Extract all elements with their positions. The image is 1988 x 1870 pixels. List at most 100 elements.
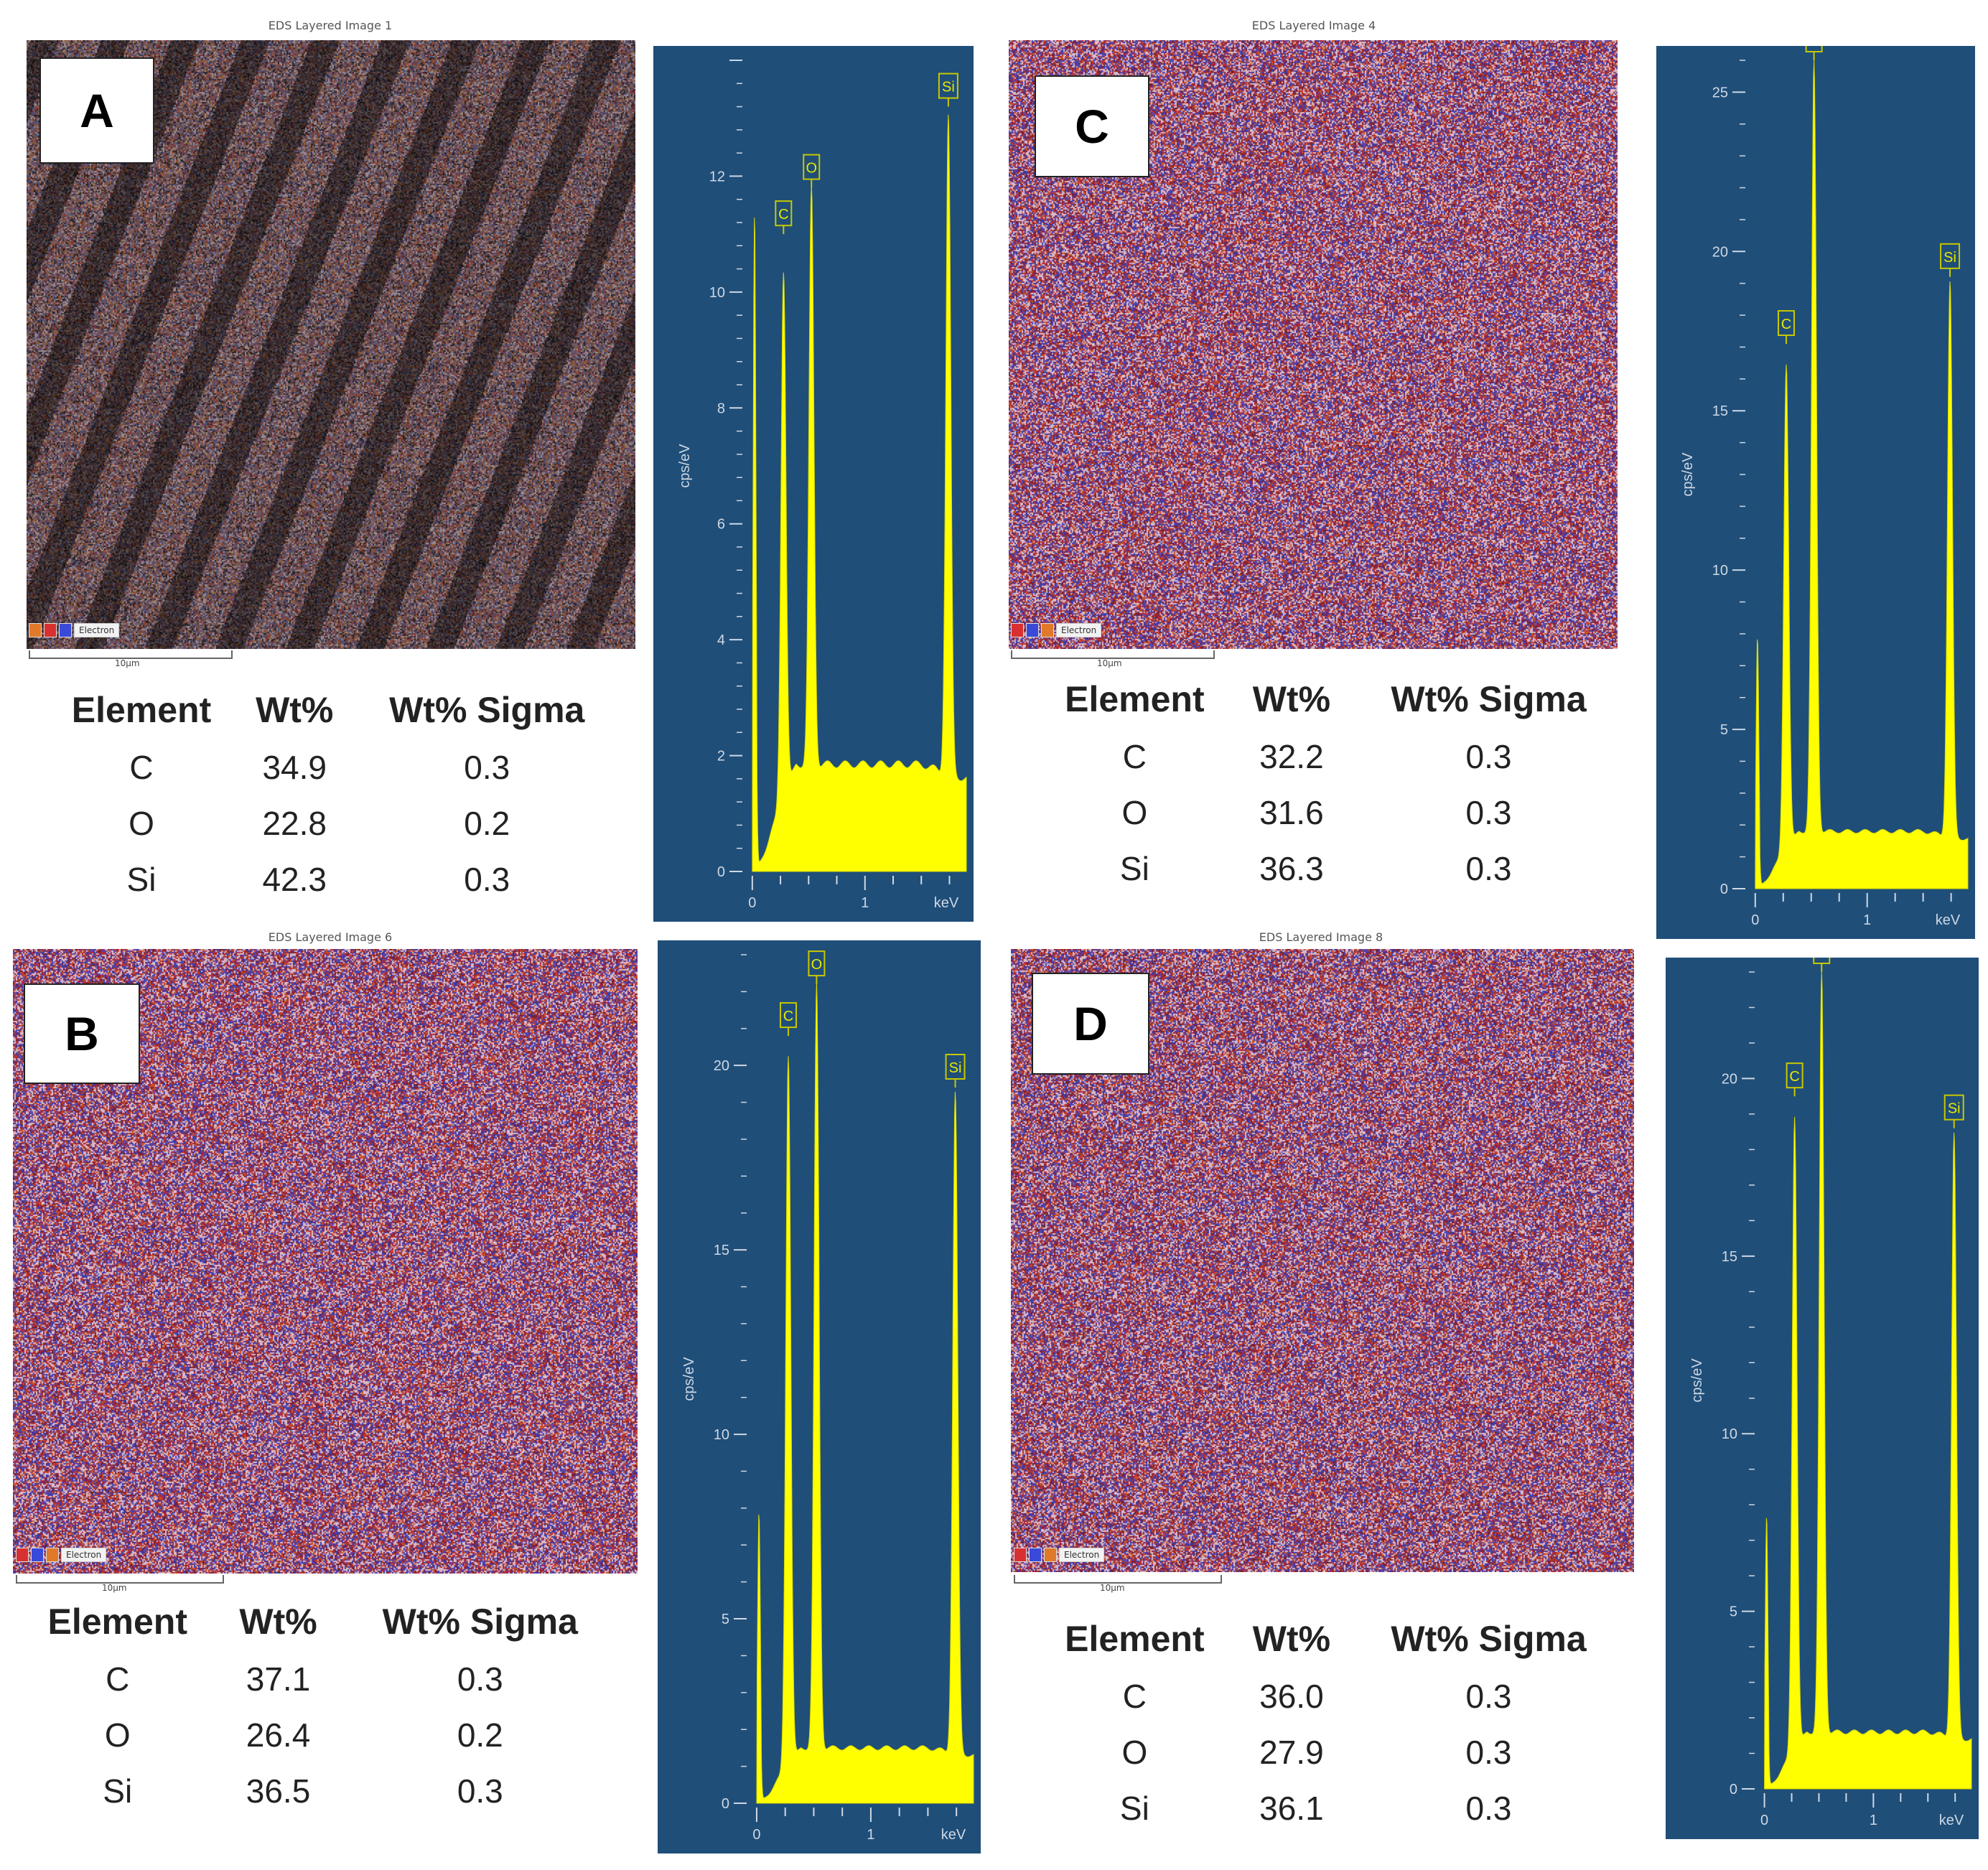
header-element: Element [1065,1619,1205,1659]
table-header-row: Element Wt% Wt% Sigma [1034,1618,1630,1668]
y-axis-label: cps/eV [1689,1358,1705,1403]
peak-label-text: Si [1948,1101,1961,1117]
legend-swatch-o [1014,1548,1027,1562]
scale-label: 10μm [1100,1583,1125,1593]
table-row: O 26.4 0.2 [14,1707,625,1763]
spectrum-area [1764,971,1972,1790]
element-legend: Electron [16,1548,107,1562]
cell-sigma: 0.3 [1465,738,1512,775]
legend-swatch-o [1011,623,1024,637]
cell-sigma: 0.3 [457,1660,503,1698]
cell-sigma: 0.3 [1465,850,1512,887]
y-tick-label: 10 [1722,1426,1737,1442]
peak-label-text: C [1789,1069,1799,1085]
header-wt-sigma: Wt% Sigma [382,1602,578,1642]
table-row: Si 36.5 0.3 [14,1763,625,1819]
cell-wt: 34.9 [262,749,327,786]
y-tick-label: 5 [1730,1604,1737,1620]
cell-element: O [129,805,154,842]
legend-swatch-o [44,623,57,637]
cell-sigma: 0.3 [464,749,510,786]
header-element: Element [47,1602,187,1642]
eds-spectrum-chart: C O Si 0 5 10 15 20 25 cps/eV 0 1 keV [1656,46,1975,939]
cell-wt: 37.1 [246,1660,311,1698]
legend-electron-label: Electron [61,1548,107,1562]
header-wt-sigma: Wt% Sigma [389,690,585,730]
element-legend: Electron [1011,623,1102,637]
x-tick-label: 1 [861,895,869,911]
header-wt-sigma: Wt% Sigma [1391,1619,1587,1659]
cell-wt: 27.9 [1259,1734,1324,1771]
cell-element: Si [1119,850,1149,887]
y-tick-label: 10 [1712,563,1728,579]
legend-swatch-si [1029,1548,1042,1562]
y-tick-label: 0 [1720,882,1728,897]
cell-wt: 36.3 [1259,850,1324,887]
y-tick-label: 25 [1712,85,1728,100]
cell-sigma: 0.3 [457,1772,503,1810]
cell-wt: 42.3 [262,861,327,898]
y-tick-label: 8 [717,401,725,416]
header-wt: Wt% [239,1602,317,1642]
scale-label: 10μm [102,1583,127,1593]
table-row: O 22.8 0.2 [43,795,625,851]
cell-element: Si [126,861,157,898]
table-header-row: Element Wt% Wt% Sigma [1034,678,1630,729]
peak-label-text: Si [1943,250,1956,266]
y-tick-label: 0 [717,864,725,880]
header-wt: Wt% [1252,679,1331,719]
panel-letter: A [39,57,154,164]
y-tick-label: 20 [1722,1071,1737,1087]
peak-label-si: Si [1940,243,1961,277]
eds-spectrum-chart: C O Si 0 5 10 15 20 cps/eV 0 1 keV [658,940,981,1853]
legend-swatch-c [29,623,42,637]
cell-wt: 36.5 [246,1772,311,1810]
table-row: C 32.2 0.3 [1034,729,1630,785]
table-row: O 31.6 0.3 [1034,785,1630,841]
peak-label-box [945,1054,966,1080]
x-tick-label: 1 [1863,912,1871,928]
cell-element: O [1121,794,1148,831]
y-tick-label: 10 [709,285,725,301]
spectrum-area [756,982,974,1804]
cell-sigma: 0.3 [1465,1678,1512,1715]
cell-wt: 22.8 [262,805,327,842]
peak-label-o: O [803,154,821,188]
panel-letter: C [1035,75,1149,177]
cell-sigma: 0.3 [1465,1790,1512,1827]
table-row: O 27.9 0.3 [1034,1724,1630,1780]
eds-spectrum-chart: C O Si 0 5 10 15 20 cps/eV 0 1 keV [1666,958,1979,1839]
legend-electron-label: Electron [1059,1548,1105,1562]
cell-sigma: 0.2 [464,805,510,842]
composition-table: Element Wt% Wt% Sigma C 36.0 0.3 O 27.9 0.3 … [1034,1618,1630,1836]
eds-map-image [1009,40,1618,649]
cell-sigma: 0.3 [464,861,510,898]
x-axis-label: keV [1936,912,1961,928]
peak-label-text: O [811,957,823,973]
cell-element: Si [103,1772,133,1810]
table-row: C 34.9 0.3 [43,739,625,795]
peak-label-o: O [1805,46,1823,60]
composition-table: Element Wt% Wt% Sigma C 34.9 0.3 O 22.8 0.2 … [43,689,625,907]
cell-sigma: 0.3 [1465,1734,1512,1771]
y-tick-label: 15 [714,1243,729,1258]
cell-element: C [1122,738,1147,775]
legend-electron-label: Electron [1056,623,1102,637]
composition-table: Element Wt% Wt% Sigma C 32.2 0.3 O 31.6 0.3 … [1034,678,1630,897]
map-caption: EDS Layered Image 4 [1251,19,1376,32]
x-axis-label: keV [941,1827,966,1843]
legend-swatch-si [31,1548,44,1562]
table-row: C 37.1 0.3 [14,1651,625,1707]
cell-wt: 32.2 [1259,738,1324,775]
y-tick-label: 0 [1730,1782,1737,1797]
peak-label-box [808,950,826,977]
legend-swatch-o [16,1548,29,1562]
cell-wt: 36.1 [1259,1790,1324,1827]
panel-letter: D [1032,973,1149,1075]
peak-label-si: Si [945,1054,966,1088]
y-tick-label: 20 [714,1058,729,1074]
peak-label-text: Si [949,1060,962,1076]
element-legend: Electron [29,623,120,637]
legend-swatch-c [1044,1548,1057,1562]
legend-swatch-c [46,1548,59,1562]
